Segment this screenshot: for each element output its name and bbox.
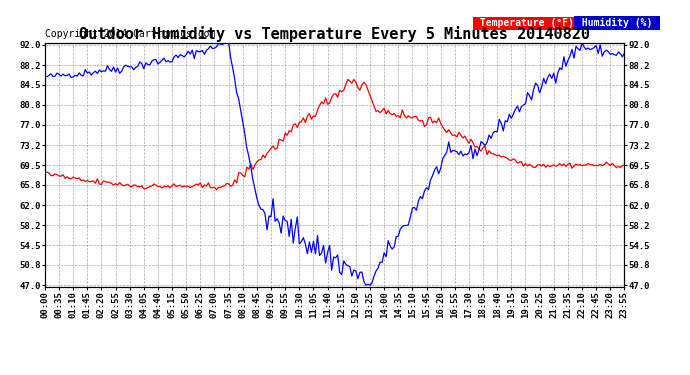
Text: Humidity (%): Humidity (%) (576, 18, 658, 28)
Title: Outdoor Humidity vs Temperature Every 5 Minutes 20140820: Outdoor Humidity vs Temperature Every 5 … (79, 26, 590, 42)
Text: Copyright 2014 Cartronics.com: Copyright 2014 Cartronics.com (45, 29, 215, 39)
Text: Temperature (°F): Temperature (°F) (475, 18, 580, 28)
